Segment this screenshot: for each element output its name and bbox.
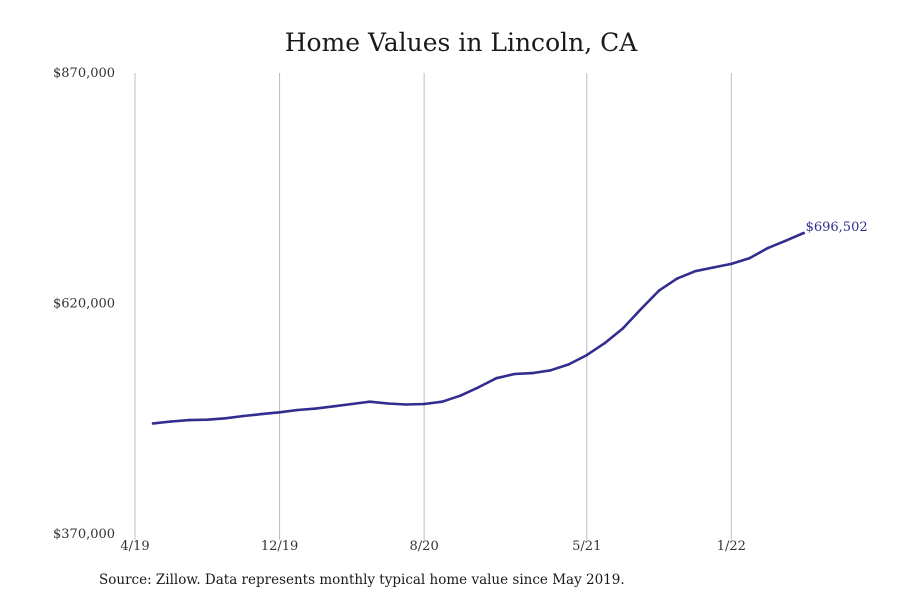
chart-title: Home Values in Lincoln, CA: [285, 28, 639, 57]
data-point: [766, 246, 769, 250]
data-point: [657, 289, 661, 292]
data-point: [187, 418, 191, 422]
data-point: [567, 363, 570, 366]
y-tick-label: $370,000: [53, 527, 115, 542]
data-point: [585, 353, 589, 357]
data-point: [404, 403, 408, 406]
data-point: [260, 412, 263, 416]
data-point: [513, 372, 516, 376]
series-line: [151, 231, 805, 425]
x-tick-label: 4/19: [120, 539, 149, 554]
data-point: [314, 407, 318, 410]
y-tick-label: $620,000: [53, 297, 115, 312]
data-point: [459, 394, 462, 398]
data-point: [730, 262, 733, 266]
data-point: [368, 400, 372, 404]
data-point: [549, 369, 552, 372]
data-point: [621, 327, 625, 330]
data-point: [675, 277, 679, 280]
data-point: [477, 386, 480, 389]
data-point: [242, 414, 245, 418]
y-tick-label: $870,000: [53, 66, 115, 81]
data-point: [711, 266, 715, 269]
source-note: Source: Zillow. Data represents monthly …: [99, 572, 625, 588]
end-value-label: $696,502: [806, 220, 868, 235]
x-tick-label: 8/20: [410, 539, 439, 554]
series-layer: $696,502: [151, 220, 868, 425]
data-point: [422, 402, 426, 406]
data-point: [169, 420, 173, 423]
x-tick-label: 5/21: [572, 539, 601, 554]
data-point: [278, 411, 281, 414]
data-point: [603, 341, 607, 345]
data-point: [206, 418, 209, 422]
data-point: [151, 422, 155, 425]
y-axis-tick-labels: $870,000 $620,000 $370,000: [53, 66, 115, 542]
data-point: [296, 408, 299, 412]
data-point: [495, 376, 498, 380]
data-point: [784, 239, 787, 243]
data-point: [440, 400, 444, 404]
data-point: [386, 402, 390, 405]
data-point: [693, 269, 697, 273]
data-point: [802, 231, 805, 235]
x-tick-label: 12/19: [261, 539, 298, 554]
data-point: [531, 371, 534, 375]
x-tick-label: 1/22: [717, 539, 746, 554]
data-point: [639, 307, 643, 311]
data-point: [332, 405, 336, 408]
vertical-gridlines: [134, 73, 732, 540]
data-point: [224, 417, 227, 420]
data-point: [748, 257, 751, 260]
data-point: [350, 402, 354, 406]
x-axis-tick-labels: 4/19 12/19 8/20 5/21 1/22: [120, 539, 746, 554]
